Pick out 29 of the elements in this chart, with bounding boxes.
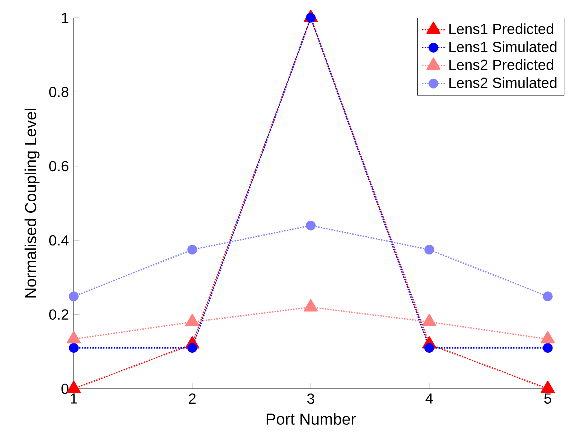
- legend-label: Lens2 Simulated: [450, 77, 557, 88]
- x-tick-label: 1: [71, 394, 78, 404]
- x-axis-title: Port Number: [266, 413, 356, 425]
- y-tick-label: 0.4: [49, 235, 69, 246]
- point: [424, 244, 434, 255]
- y-tick-label: 1: [62, 12, 69, 24]
- point: [540, 331, 556, 344]
- point: [66, 331, 82, 344]
- point: [306, 13, 316, 23]
- y-tick-label: 0.2: [49, 310, 69, 320]
- point: [540, 380, 556, 394]
- point: [422, 314, 437, 327]
- point: [543, 292, 553, 302]
- legend-label: Lens1 Predicted: [450, 24, 554, 34]
- y-axis-title: Normalised Coupling Level: [24, 109, 40, 298]
- legend-label: Lens1 Simulated: [450, 42, 557, 52]
- y-tick-label: 0.8: [49, 87, 69, 98]
- legend-label: Lens2 Predicted: [450, 60, 554, 70]
- y-tick-label: 0.6: [49, 161, 69, 172]
- y-tick-label: 0: [62, 384, 69, 394]
- x-tick-label: 3: [307, 394, 314, 404]
- x-tick-label: 4: [426, 394, 434, 404]
- x-tick-label: 5: [544, 394, 552, 404]
- point: [69, 292, 79, 302]
- point: [188, 244, 198, 255]
- point: [185, 314, 200, 327]
- x-tick-label: 2: [189, 394, 196, 404]
- point: [304, 299, 318, 312]
- point: [306, 220, 316, 231]
